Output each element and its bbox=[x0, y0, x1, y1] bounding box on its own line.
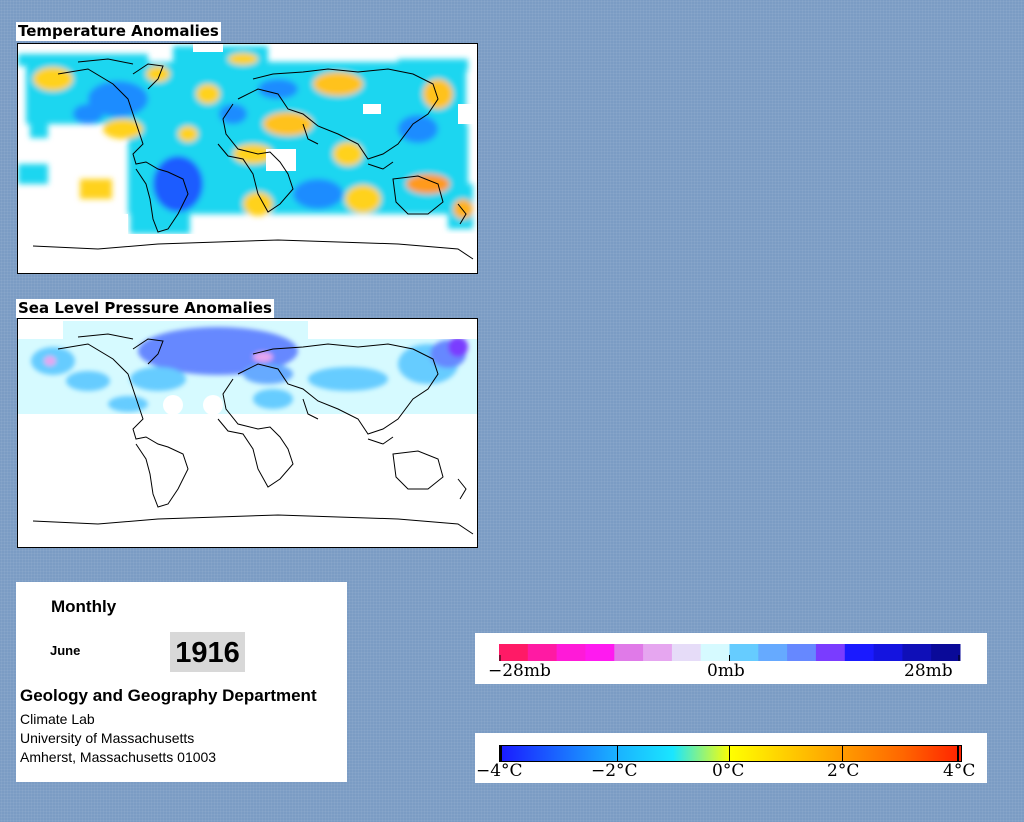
year-label: 1916 bbox=[175, 637, 240, 669]
temperature-anomaly-map bbox=[17, 43, 478, 274]
pressure-color-swatch bbox=[902, 644, 932, 661]
pressure-color-swatch bbox=[815, 644, 846, 661]
pressure-color-swatch bbox=[643, 644, 673, 661]
info-panel: Monthly June 1916 Geology and Geography … bbox=[16, 582, 347, 782]
month-label: June bbox=[50, 643, 81, 658]
temperature-legend: −4°C −2°C 0°C 2°C 4°C bbox=[475, 733, 987, 783]
pressure-color-swatch bbox=[844, 644, 875, 661]
temperature-label-zero: 0°C bbox=[712, 761, 745, 781]
pressure-color-swatch bbox=[787, 644, 817, 661]
temperature-color-bar bbox=[499, 745, 962, 762]
pressure-label-max: 28mb bbox=[904, 661, 953, 681]
pressure-color-swatch bbox=[873, 644, 903, 661]
pressure-legend: −28mb 0mb 28mb bbox=[475, 633, 987, 684]
pressure-color-bar bbox=[499, 644, 961, 661]
pressure-anomaly-map bbox=[17, 318, 478, 548]
pressure-color-swatch bbox=[700, 644, 730, 661]
pressure-color-swatch bbox=[614, 644, 644, 661]
pressure-map-title: Sea Level Pressure Anomalies bbox=[16, 299, 274, 318]
period-label: Monthly bbox=[51, 597, 117, 616]
year-box: 1916 bbox=[170, 632, 245, 672]
pressure-color-swatch bbox=[729, 644, 759, 661]
department-label: Geology and Geography Department bbox=[20, 686, 317, 705]
pressure-color-swatch bbox=[556, 644, 586, 661]
pressure-color-swatch bbox=[527, 644, 558, 661]
temperature-label-minus4: −4°C bbox=[476, 761, 523, 781]
pressure-color-swatch bbox=[671, 644, 702, 661]
pressure-label-zero: 0mb bbox=[707, 661, 745, 681]
university-label: University of Massachusetts bbox=[20, 730, 195, 746]
temperature-label-plus2: 2°C bbox=[827, 761, 860, 781]
temperature-map-title: Temperature Anomalies bbox=[16, 22, 221, 41]
address-label: Amherst, Massachusetts 01003 bbox=[20, 749, 217, 765]
pressure-color-swatch bbox=[499, 644, 529, 661]
temperature-label-plus4: 4°C bbox=[943, 761, 976, 781]
pressure-color-swatch bbox=[758, 644, 788, 661]
pressure-color-swatch bbox=[931, 644, 961, 661]
pressure-label-min: −28mb bbox=[488, 661, 551, 681]
lab-label: Climate Lab bbox=[20, 711, 95, 727]
pressure-color-swatch bbox=[585, 644, 615, 661]
temperature-label-minus2: −2°C bbox=[591, 761, 638, 781]
